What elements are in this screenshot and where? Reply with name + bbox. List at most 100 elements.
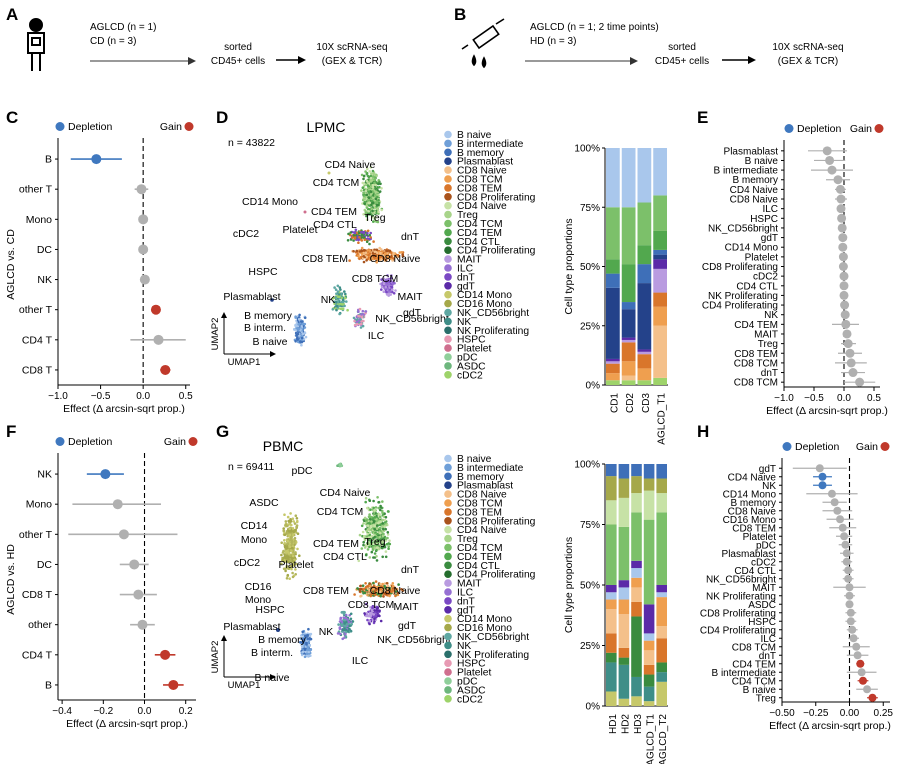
workflow-a-gex: (GEX & TCR)	[322, 56, 382, 67]
bar-segment-aglcd-t1-cd4-tcm	[653, 195, 667, 231]
bar-segment-cd1-cd4-tem	[606, 259, 620, 274]
legend-gain-label: Gain	[856, 441, 878, 453]
workflow-b-arrowhead2	[748, 56, 756, 64]
x-tick-label: −0.25	[803, 708, 829, 719]
legend-label-cd8-naive: CD8 Naive	[457, 490, 507, 501]
category-label-hspc: HSPC	[748, 617, 776, 628]
umap-label-cd4-tem: CD4 TEM	[313, 538, 359, 550]
bar-segment-aglcd-t1-cd4-ctl	[643, 674, 655, 687]
bar-segment-cd2-gdt	[621, 337, 636, 340]
effect-point-asdc	[845, 600, 854, 609]
effect-point-b	[168, 679, 179, 690]
legend-swatch-cd4-proliferating	[444, 246, 452, 254]
person-icon	[27, 18, 45, 71]
bar-segment-cd3-cdc2	[637, 380, 652, 385]
category-label-cd4-tcm: CD4 TCM	[732, 676, 776, 687]
legend-label-cd16-mono: CD16 Mono	[457, 299, 512, 310]
bar-segment-hd2-cd8-tem	[618, 647, 630, 658]
effect-point-ilc	[849, 634, 858, 643]
bar-segment-hd3-b-memory	[631, 464, 642, 477]
umap-pbmc: PBMC n = 69411 UMAP2 UMAP1 pDC CD4 Naive ASDC C…	[210, 438, 451, 691]
legend-label-b-memory: B memory	[457, 472, 505, 483]
category-label-cd8-naive: CD8 Naive	[728, 506, 777, 517]
workflow-a-arrowhead2	[298, 56, 306, 64]
umap-n-pbmc: n = 69411	[228, 461, 274, 473]
x-axis-title: Effect (Δ arcsin-sqrt prop.)	[63, 403, 185, 415]
legend-swatch-b-memory	[444, 148, 452, 157]
category-label-other-t: other T	[19, 184, 53, 196]
bar-segment-hd3-cd8-naive	[631, 587, 642, 602]
bar-segment-hd2-cd4-tcm	[618, 526, 630, 581]
legend-swatch-b-naive	[444, 454, 452, 463]
umap-label-gdt: gdT	[398, 620, 417, 632]
workflow-a-cells: CD45+ cells	[211, 56, 265, 67]
legend-swatch-ilc	[444, 264, 452, 272]
x-tick-label: 0.0	[136, 391, 150, 402]
legend-label-cd4-proliferating: CD4 Proliferating	[457, 246, 536, 257]
category-label-plasmablast: Plasmablast	[724, 146, 779, 157]
category-label-cd4-t: CD4 T	[22, 334, 53, 346]
bar-segment-aglcd-t1-cd8-tem	[653, 292, 667, 307]
legend-swatch-platelet	[444, 668, 452, 676]
bar-segment-hd1-cd4-naive	[606, 500, 617, 525]
legend-gain-marker	[184, 122, 194, 131]
y-tick-label: 75%	[580, 520, 600, 531]
legend-swatch-ilc	[444, 588, 452, 596]
umap-cluster-cd8	[353, 580, 405, 598]
umap-label-cd4-tcm: CD4 TCM	[313, 177, 359, 189]
bar-segment-aglcd-t1-b-memory	[643, 464, 655, 479]
category-label-platelet: Platelet	[745, 252, 779, 263]
category-label-other-t: other T	[19, 304, 53, 316]
effect-point-cd4-t	[153, 334, 164, 345]
bar-segment-aglcd-t1-cd14-mono	[643, 701, 655, 706]
umap-label-cd14: CD14	[241, 520, 268, 532]
effect-point-dnt	[848, 368, 858, 378]
legend-swatch-nk	[444, 317, 452, 326]
x-tick-label-hd3: HD3	[633, 714, 644, 734]
legend-swatch-cd4-naive	[444, 201, 452, 210]
legend-swatch-nk-cd56bright	[444, 308, 452, 317]
umap-label-dnt: dnT	[401, 231, 420, 243]
legend-swatch-plasmablast	[444, 481, 452, 490]
panel-letter-f: F	[6, 422, 16, 441]
category-label-nk-proliferating: NK Proliferating	[708, 291, 778, 302]
legend-label-cd14-mono: CD14 Mono	[457, 290, 512, 301]
bar-segment-hd2-cd16-mono	[618, 478, 630, 498]
bar-segment-cd2-mait	[621, 339, 636, 343]
legend-gain-label: Gain	[160, 121, 182, 133]
legend-gain-marker	[188, 437, 198, 446]
category-label-dnt: dnT	[759, 651, 776, 662]
legend-swatch-cd8-tcm	[444, 499, 452, 507]
legend-swatch-asdc	[444, 686, 452, 694]
legend-label-gdt: gdT	[457, 281, 475, 292]
umap-label-platelet: Platelet	[282, 224, 317, 236]
effect-point-nk	[840, 310, 850, 320]
effect-point-cd4-ctl	[839, 281, 849, 291]
legend-label-hspc: HSPC	[457, 335, 486, 346]
category-label-cd4-naive: CD4 Naive	[730, 185, 779, 196]
bar-segment-aglcd-t1-cd4-naive	[643, 490, 655, 520]
category-label-b-intermediate: B intermediate	[714, 166, 779, 177]
bar-segment-hd2-nk	[618, 664, 630, 699]
bar-segment-hd1-b-naive	[606, 592, 617, 600]
effect-point-b-intermediate	[827, 165, 837, 175]
legend-swatch-platelet	[444, 344, 452, 352]
legend-swatch-asdc	[444, 362, 452, 370]
category-label-cdc2: cDC2	[751, 557, 776, 568]
effect-point-dnt	[853, 651, 862, 660]
bar-segment-aglcd-t1-gdt	[643, 604, 655, 634]
bar-segment-hd1-cd8-tcm	[606, 599, 617, 610]
category-label-nk-cd56bright: NK_CD56bright	[706, 574, 776, 585]
legend-swatch-cd8-tcm	[444, 175, 452, 183]
legend-swatch-cd16-mono	[444, 623, 452, 632]
legend-swatch-dnt	[444, 597, 452, 605]
legend-swatch-b-intermediate	[444, 139, 452, 148]
legend-label-nk-proliferating: NK Proliferating	[457, 326, 529, 337]
y-axis-title: AGLCD vs. HD	[5, 544, 17, 615]
category-label-nk: NK	[762, 481, 776, 492]
bar-segment-hd1-cd8-naive	[606, 609, 617, 634]
category-label-cd8-tem: CD8 TEM	[734, 349, 778, 360]
legend-swatch-cd8-naive	[444, 490, 452, 498]
